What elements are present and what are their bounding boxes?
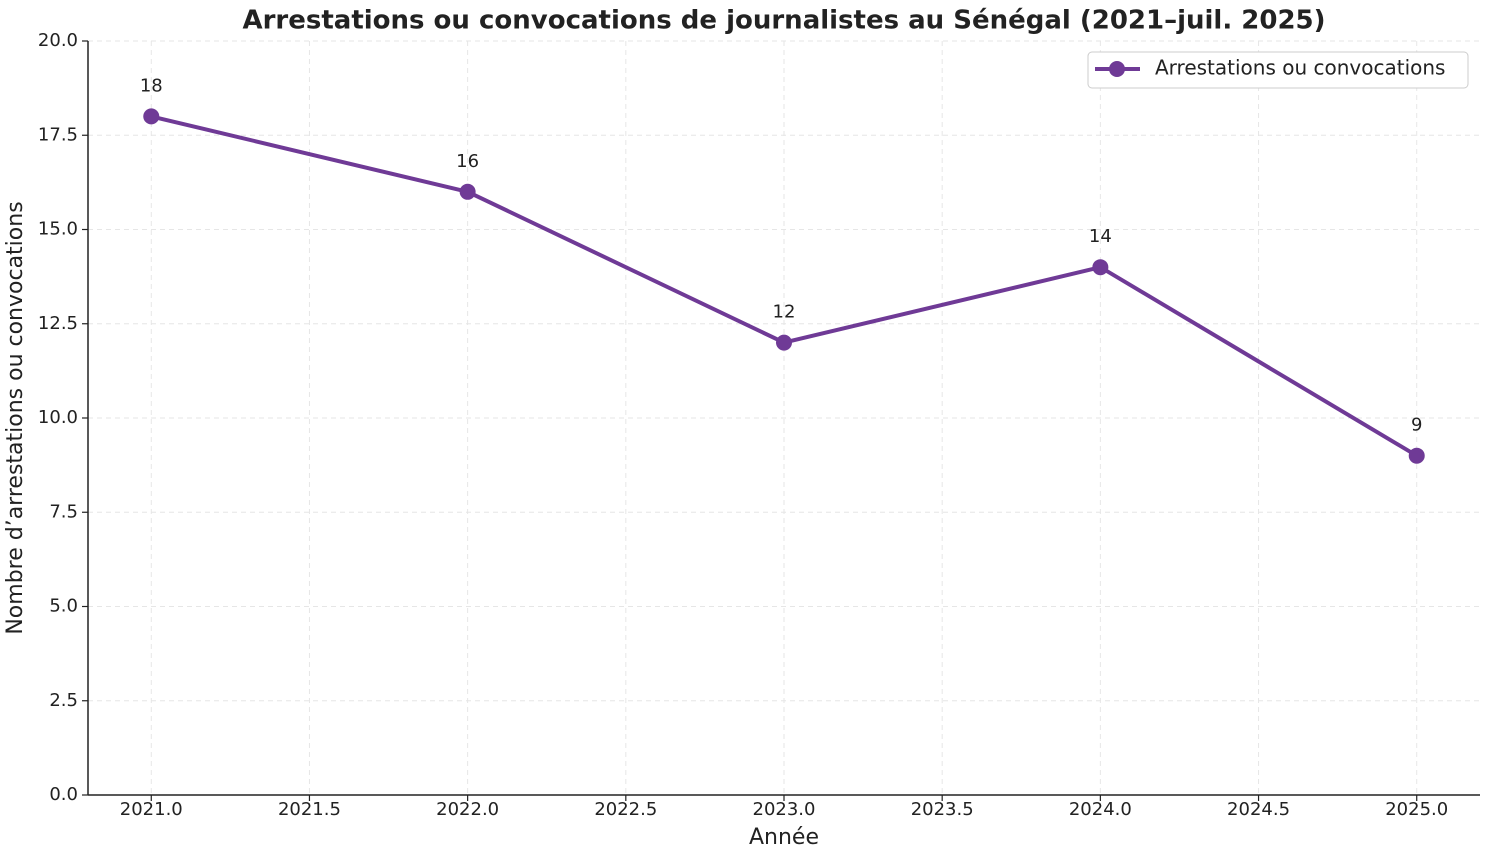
x-tick-label: 2024.5 [1227, 799, 1290, 820]
point [1092, 259, 1109, 276]
x-tick-label: 2024.0 [1069, 799, 1132, 820]
legend-label: Arrestations ou convocations [1155, 56, 1445, 80]
y-tick-label: 5.0 [49, 596, 78, 617]
y-tick-label: 12.5 [38, 313, 78, 334]
x-tick-label: 2021.5 [278, 799, 341, 820]
y-tick-label: 10.0 [38, 407, 78, 428]
y-tick-label: 15.0 [38, 219, 78, 240]
point [143, 108, 160, 125]
point [1408, 447, 1425, 464]
x-tick-label: 2022.0 [436, 799, 499, 820]
data-label: 9 [1411, 415, 1422, 436]
y-tick-label: 7.5 [49, 501, 78, 522]
x-tick-label: 2023.0 [753, 799, 816, 820]
point [776, 334, 792, 351]
y-axis-label: Nombre d’arrestations ou convocations [3, 201, 28, 634]
data-label: 12 [773, 302, 796, 323]
data-label: 18 [140, 75, 163, 96]
x-axis-label: Année [749, 825, 819, 850]
data-label: 16 [456, 151, 479, 172]
y-tick-label: 17.5 [38, 124, 78, 145]
x-tick-label: 2022.5 [594, 799, 657, 820]
legend-box [1087, 51, 1469, 89]
y-tick-label: 0.0 [49, 784, 78, 805]
x-tick-label: 2021.0 [120, 799, 183, 820]
data-label: 14 [1089, 226, 1112, 247]
y-tick-label: 20.0 [38, 30, 78, 51]
point [459, 183, 476, 200]
y-tick-label: 2.5 [49, 690, 78, 711]
x-tick-label: 2023.5 [911, 799, 974, 820]
x-tick-label: 2025.0 [1385, 799, 1448, 820]
legend-marker [1109, 61, 1125, 77]
chart-title: Arrestations ou convocations de journali… [242, 6, 1325, 36]
